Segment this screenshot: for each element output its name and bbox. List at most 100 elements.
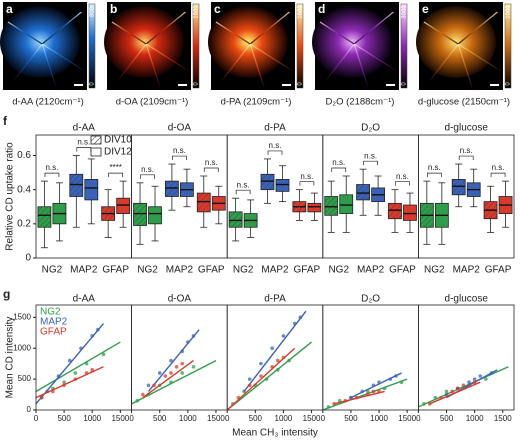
- neurite: [353, 43, 399, 73]
- panel-letter: a: [6, 2, 13, 16]
- x-tick-label: 0: [416, 414, 421, 423]
- fit-line: [429, 381, 481, 405]
- scatter-point: [191, 364, 196, 369]
- x-tick-label: GFAP: [198, 265, 225, 276]
- subplot-frame: [226, 134, 324, 259]
- scatter-point: [163, 374, 168, 378]
- y-tick-label: 0.6: [17, 150, 31, 161]
- x-tick-label: 500: [57, 414, 71, 423]
- scatter-point: [174, 364, 179, 369]
- significance-label: n.s.: [300, 172, 313, 181]
- x-tick-label: 1500: [398, 414, 416, 423]
- subplot-frame: [417, 304, 515, 411]
- y-tick-label: 1000: [13, 343, 31, 352]
- fit-line: [226, 341, 312, 411]
- neurite: [145, 11, 186, 45]
- significance-bracket: [267, 150, 283, 155]
- neurite: [249, 43, 295, 73]
- neurite: [111, 21, 147, 45]
- significance-label: n.s.: [141, 165, 154, 174]
- image-caption: d-PA (2109cm⁻¹): [221, 97, 292, 108]
- subplot-title: D₂O: [361, 294, 380, 305]
- legend-hatch: [91, 136, 101, 144]
- significance-bracket: [458, 155, 474, 161]
- box: [84, 179, 99, 201]
- box: [403, 204, 417, 221]
- x-tick-label: 500: [153, 414, 167, 423]
- neurite: [353, 43, 370, 91]
- x-tick-label: MAP2: [70, 265, 98, 276]
- legend-label: DIV12: [104, 147, 132, 158]
- image-caption: d-glucose (2150cm⁻¹): [418, 97, 510, 108]
- neurite: [7, 21, 43, 45]
- fit-line: [333, 390, 385, 405]
- scatter-point: [169, 358, 173, 363]
- subplot-title: d-OA: [168, 123, 192, 134]
- significance-label: n.s.: [45, 163, 58, 172]
- fit-line: [142, 360, 194, 399]
- y-tick-label: 1500: [13, 312, 31, 321]
- x-tick-label: NG2: [233, 265, 254, 276]
- neurite: [12, 43, 43, 83]
- significance-label: n.s.: [237, 180, 250, 189]
- scale-bar: [386, 84, 395, 86]
- box-hatch: [261, 174, 274, 190]
- x-tick-label: NG2: [137, 265, 158, 276]
- scatter-point: [455, 386, 460, 391]
- fit-line: [35, 341, 121, 393]
- box-hatch: [133, 203, 147, 226]
- subplot-frame: [131, 304, 228, 411]
- y-tick-label: 0.2: [17, 218, 31, 229]
- x-tick-label: 1000: [179, 414, 197, 423]
- neurite: [41, 11, 82, 45]
- significance-label: n.s.: [77, 138, 90, 147]
- colorbar-min: 0: [402, 82, 408, 86]
- scatter-point: [152, 383, 156, 388]
- x-tick-label: NG2: [424, 265, 445, 276]
- significance-bracket: [426, 172, 442, 178]
- significance-label: n.s.: [332, 158, 345, 167]
- box-hatch: [37, 206, 51, 228]
- legend-label: DIV10: [104, 135, 132, 146]
- neurite: [324, 43, 355, 83]
- x-tick-label: 500: [440, 414, 454, 423]
- x-tick-label: 1500: [207, 414, 225, 423]
- significance-bracket: [235, 189, 251, 195]
- colorbar-max: 1000: [506, 5, 512, 19]
- scatter-point: [484, 377, 488, 381]
- box-hatch: [452, 179, 466, 195]
- scatter-point: [259, 374, 263, 378]
- image-caption: d-OA (2109cm⁻¹): [116, 97, 189, 108]
- scale-bar: [74, 84, 83, 86]
- y-axis-label: Mean CD intensity: [5, 317, 16, 399]
- x-tick-label: NG2: [328, 265, 349, 276]
- box-hatch: [69, 174, 83, 197]
- scatter-point: [371, 389, 376, 394]
- scatter-point: [467, 380, 471, 385]
- x-tick-label: 0: [225, 414, 230, 423]
- legend-label: MAP2: [40, 317, 68, 328]
- colorbar-min: 0: [506, 82, 512, 86]
- neurite: [215, 21, 251, 45]
- fit-line: [35, 323, 105, 405]
- neurite: [41, 43, 58, 91]
- neurite: [319, 21, 355, 45]
- fit-line: [131, 359, 217, 405]
- x-tick-label: 1500: [111, 414, 129, 423]
- colorbar: [296, 3, 304, 89]
- subplot-title: d-AA: [73, 294, 96, 305]
- image-caption: d-AA (2120cm⁻¹): [12, 97, 84, 108]
- y-tick-label: 0: [25, 253, 31, 264]
- significance-bracket: [331, 167, 347, 172]
- x-tick-label: 0: [129, 414, 134, 423]
- scatter-point: [472, 380, 477, 385]
- x-tick-label: NG2: [42, 265, 63, 276]
- scale-bar: [178, 84, 187, 86]
- scale-bar: [282, 84, 291, 86]
- scatter-point: [146, 383, 151, 388]
- box-hatch: [229, 211, 243, 228]
- scatter-point: [157, 371, 162, 375]
- legend-label: NG2: [40, 307, 61, 318]
- box: [116, 197, 131, 214]
